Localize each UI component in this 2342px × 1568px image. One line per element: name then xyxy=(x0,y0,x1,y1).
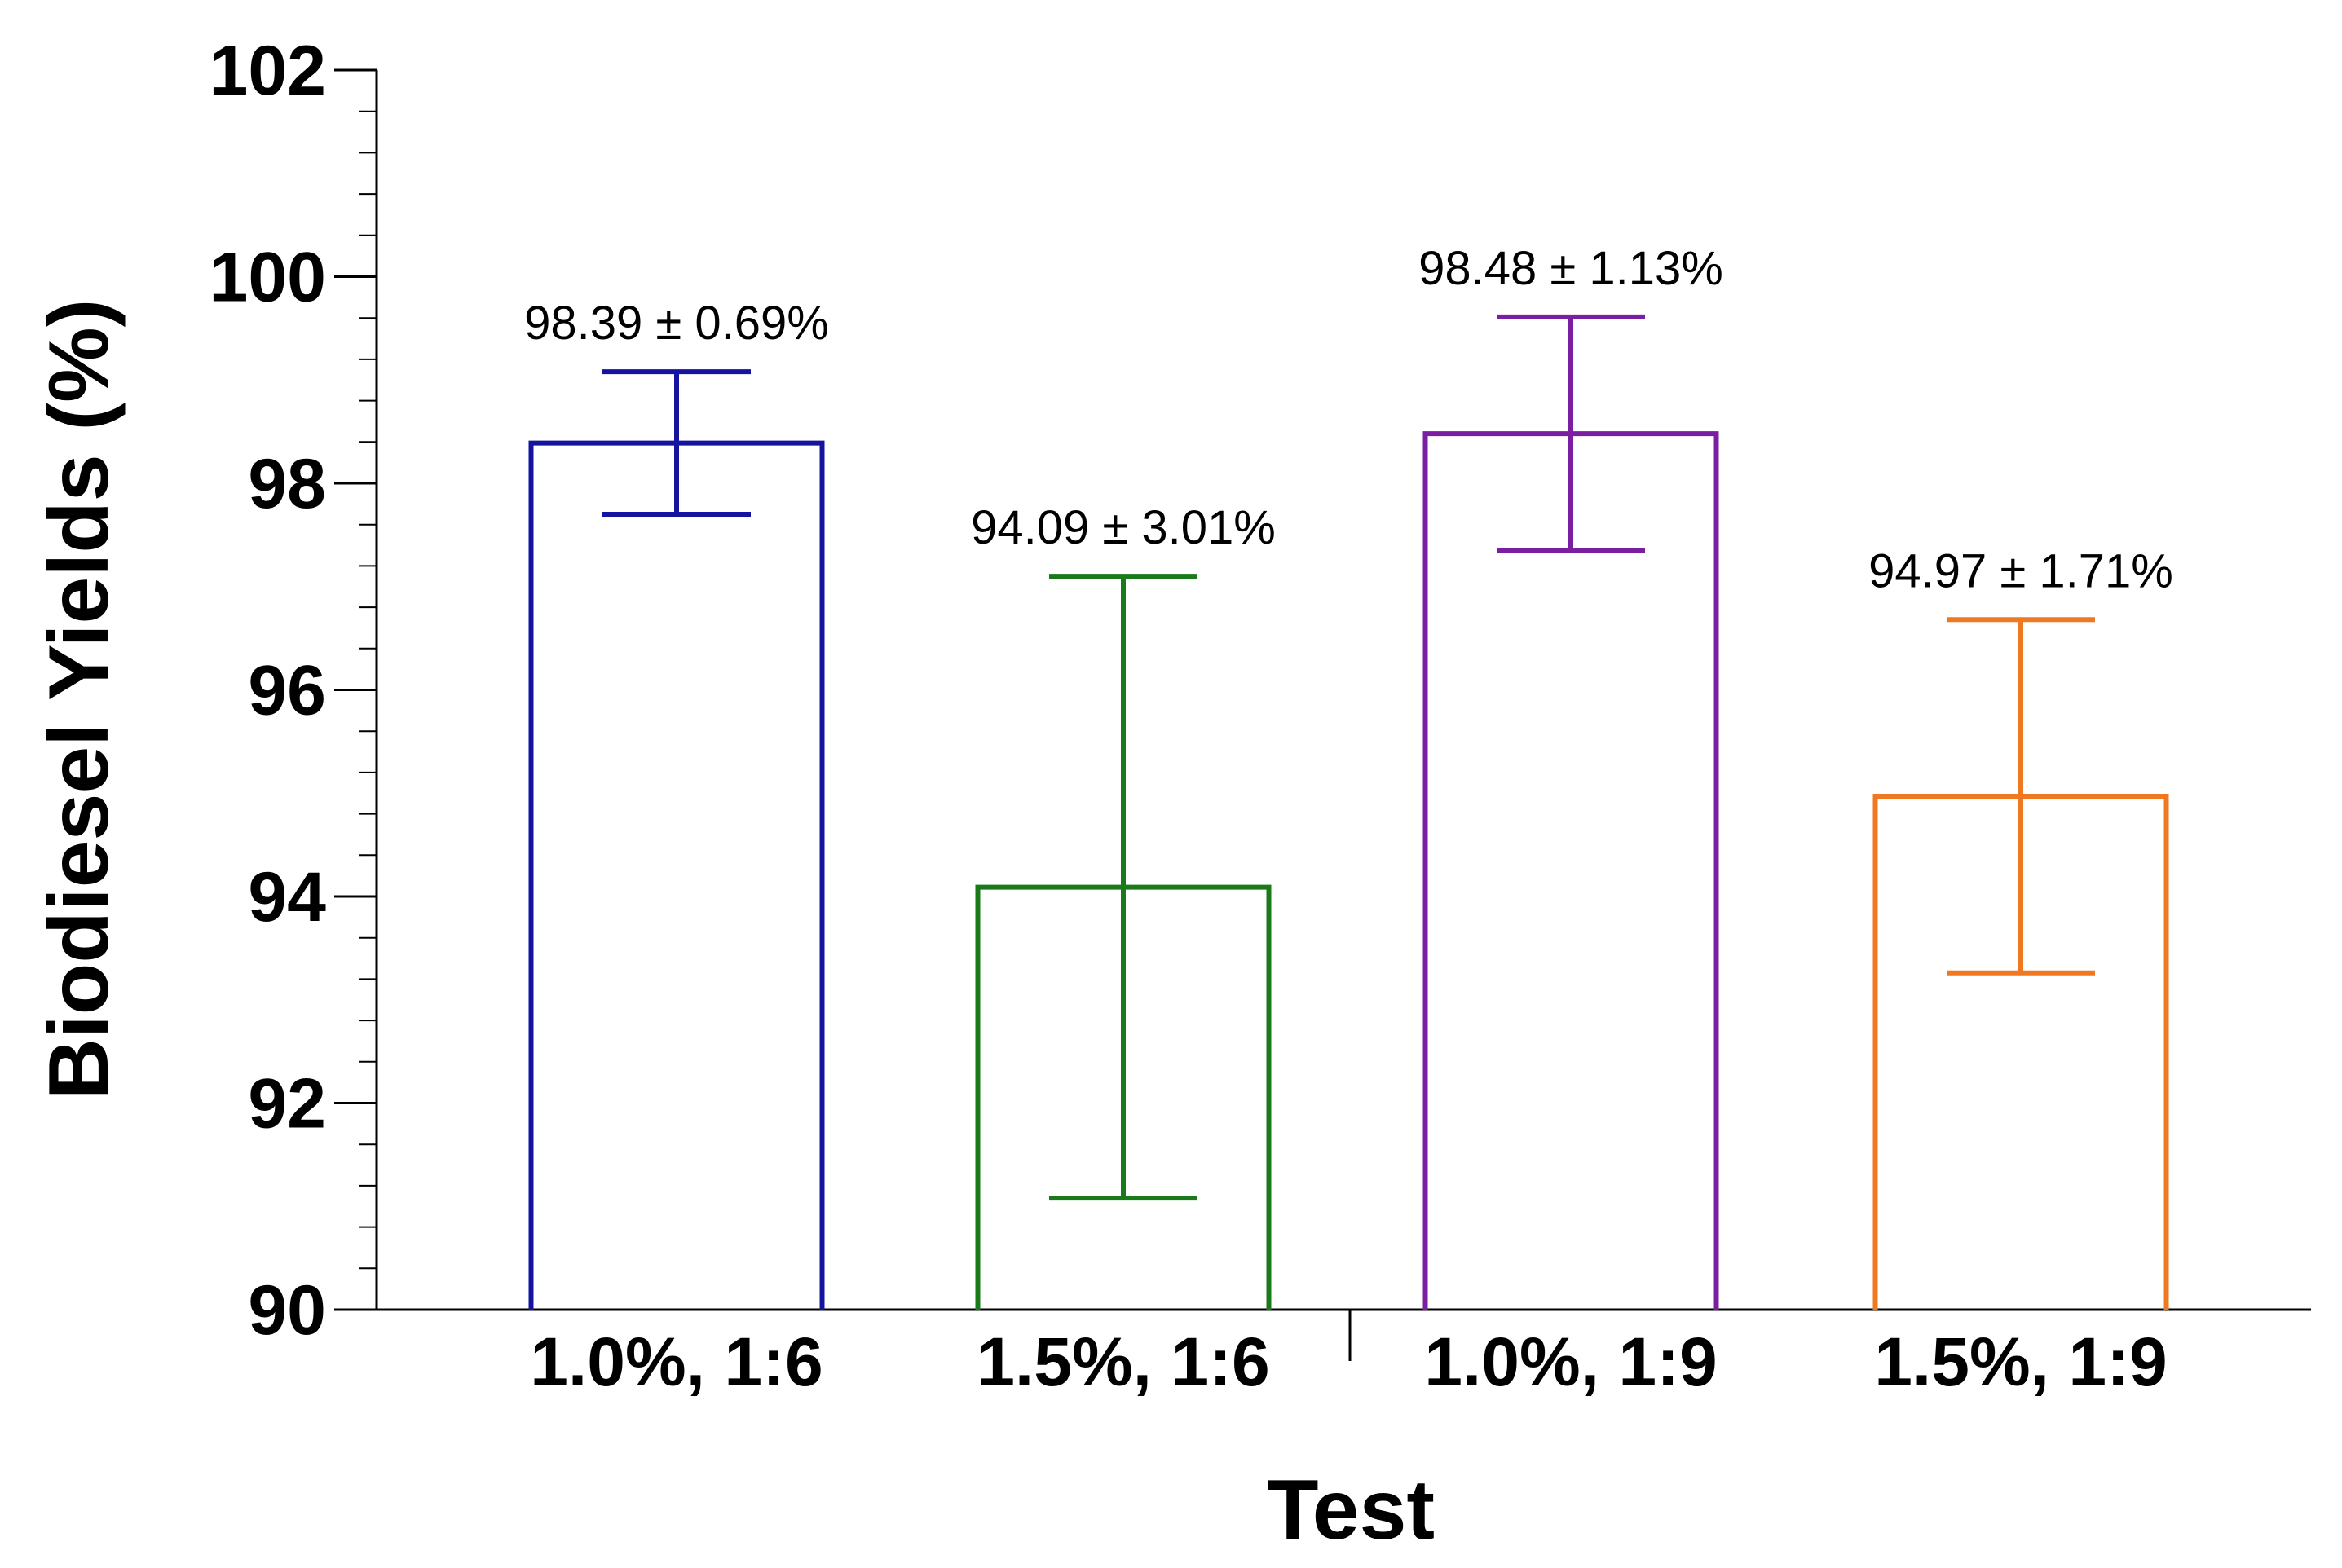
y-tick-label: 98 xyxy=(248,445,326,523)
axes: 90 92 94 96 98 100 102 xyxy=(210,32,2311,1361)
data-label: 94.97 ± 1.71% xyxy=(1868,544,2173,597)
x-category-label: 1.5%, 1:9 xyxy=(1874,1324,2168,1400)
data-label: 98.48 ± 1.13% xyxy=(1418,242,1723,295)
y-tick-label: 90 xyxy=(248,1271,326,1350)
x-axis-title: Test xyxy=(1267,1463,1435,1557)
y-axis-title: Biodiesel Yields (%) xyxy=(32,299,126,1100)
labels: 98.39 ± 0.69% 1.0%, 1:6 94.09 ± 3.01% 1.5%,… xyxy=(524,242,2173,1400)
y-tick-label: 94 xyxy=(248,858,326,936)
y-tick-label: 92 xyxy=(248,1065,326,1143)
x-category-label: 1.0%, 1:9 xyxy=(1424,1324,1718,1400)
y-tick-label: 96 xyxy=(248,652,326,730)
data-label: 98.39 ± 0.69% xyxy=(524,297,829,350)
data-label: 94.09 ± 3.01% xyxy=(971,501,1276,554)
y-tick-label: 100 xyxy=(210,239,327,317)
bar xyxy=(1422,431,1719,1310)
x-category-label: 1.5%, 1:6 xyxy=(977,1324,1270,1400)
x-category-label: 1.0%, 1:6 xyxy=(530,1324,823,1400)
bar xyxy=(528,440,825,1310)
bars xyxy=(528,314,2169,1310)
y-tick-label: 102 xyxy=(210,32,327,110)
